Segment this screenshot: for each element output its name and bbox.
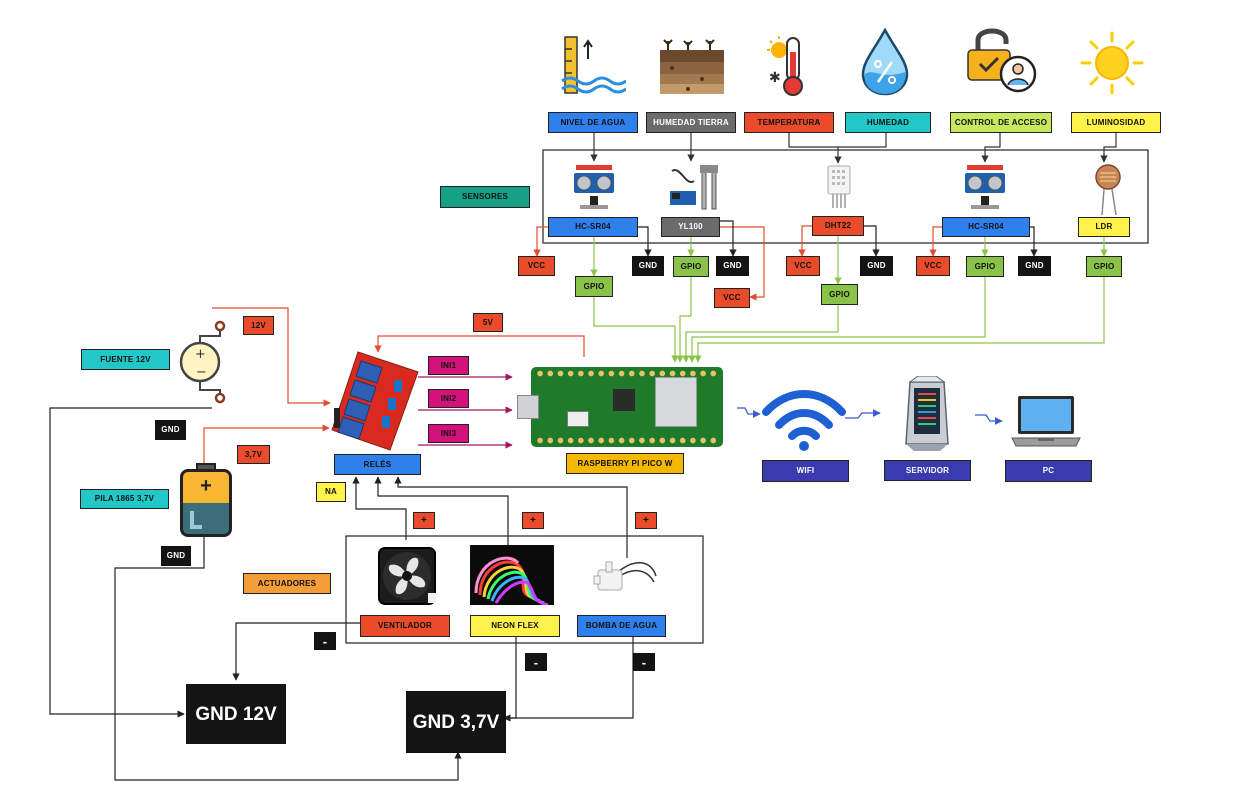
pin-gpio-dht22: GPIO [821, 284, 858, 305]
ldr-sensor-icon [1095, 164, 1121, 216]
relay-in2-label: INI2 [428, 389, 469, 408]
gnd-12v-block: GND 12V [186, 684, 286, 744]
pin-gnd-hcsr04-a: GND [632, 256, 664, 276]
relay-label: RELÉS [334, 454, 421, 475]
gnd-pila-label: GND [161, 546, 191, 566]
minus-ventilador: - [314, 632, 336, 650]
relay-signal-wires [418, 373, 513, 449]
raspberry-pi-pico-w-board [517, 367, 723, 447]
battery-plus-sign: + [200, 475, 212, 497]
fuente-12v-label: FUENTE 12V [81, 349, 170, 370]
actuator-wires [352, 476, 628, 558]
relay-in3-label: INI3 [428, 424, 469, 443]
pico-label: RASPBERRY PI PICO W [566, 453, 684, 474]
module-yl100: YL100 [661, 217, 720, 237]
battery-icon: + [180, 463, 232, 537]
voltage-5v-label: 5V [473, 313, 503, 332]
actuators-group-label: ACTUADORES [243, 573, 331, 594]
humidity-drop-icon [861, 28, 909, 96]
fan-icon [378, 547, 436, 605]
server-icon [905, 376, 949, 451]
pin-gpio-yl100: GPIO [673, 256, 709, 277]
access-lock-user-icon [967, 28, 1037, 93]
category-control-acceso: CONTROL DE ACCESO [950, 112, 1052, 133]
gnd-fuente-label: GND [155, 420, 186, 440]
actuator-bomba-label: BOMBA DE AGUA [577, 615, 666, 637]
neon-flex-strip-image [470, 545, 554, 605]
plus-neon: + [522, 512, 544, 529]
minus-bomba: - [633, 653, 655, 671]
category-humedad: HUMEDAD [845, 112, 931, 133]
ultrasonic-sensor-icon [574, 165, 614, 209]
temperature-icon: ✱ [767, 36, 803, 96]
relay-in1-label: INI1 [428, 356, 469, 375]
network-links [737, 407, 1003, 425]
module-dht22: DHT22 [812, 216, 864, 236]
wifi-label: WIFI [762, 460, 849, 482]
plus-bomba: + [635, 512, 657, 529]
vcc-wires [203, 225, 942, 465]
sun-icon [1080, 31, 1144, 95]
category-nivel-agua: NIVEL DE AGUA [548, 112, 638, 133]
pin-vcc-hcsr04-b: VCC [916, 256, 950, 276]
pin-gnd-hcsr04-b: GND [1018, 256, 1051, 276]
neon-flex-icon [474, 556, 549, 605]
relay-module-icon [331, 351, 419, 451]
gnd-3-7v-block: GND 3,7V [406, 691, 506, 753]
voltage-3-7v-label: 3,7V [237, 445, 270, 464]
pin-gpio-hcsr04-b: GPIO [966, 256, 1004, 277]
pin-gnd-dht22: GND [860, 256, 893, 276]
category-temperatura: TEMPERATURA [744, 112, 834, 133]
svg-text:✱: ✱ [769, 70, 781, 86]
pin-vcc-yl100: VCC [714, 288, 750, 308]
module-hc-sr04-access: HC-SR04 [942, 217, 1030, 237]
pila-label: PILA 1865 3,7V [80, 489, 169, 509]
sensors-frame [542, 149, 1149, 244]
svg-text:+: + [195, 347, 206, 362]
pin-gpio-hcsr04-a: GPIO [575, 276, 613, 297]
module-ldr: LDR [1078, 217, 1130, 237]
pin-gnd-yl100: GND [716, 256, 749, 276]
pc-label: PC [1005, 460, 1092, 482]
relay-na-label: NA [316, 482, 346, 502]
ultrasonic-sensor-icon [965, 165, 1005, 209]
plus-ventilador: + [413, 512, 435, 529]
server-label: SERVIDOR [884, 460, 971, 481]
sensors-group-label: SENSORES [440, 186, 530, 208]
minus-neon: - [525, 653, 547, 671]
actuator-neon-label: NEON FLEX [470, 615, 560, 637]
category-luminosidad: LUMINOSIDAD [1071, 112, 1161, 133]
actuator-ventilador-label: VENTILADOR [360, 615, 450, 637]
power-supply-icon: + − [179, 320, 226, 404]
module-hc-sr04-water: HC-SR04 [548, 217, 638, 237]
soil-icon [660, 39, 724, 94]
water-level-icon [561, 36, 626, 94]
laptop-icon [1011, 396, 1081, 447]
sensor-category-links [590, 133, 1117, 164]
voltage-12v-label: 12V [243, 316, 274, 335]
wifi-icon [762, 390, 846, 451]
gpio-wires [590, 234, 1108, 363]
dht22-sensor-icon [827, 165, 851, 208]
pin-vcc-dht22: VCC [786, 256, 820, 276]
water-pump-icon [593, 561, 657, 591]
soil-moisture-sensor-icon [670, 165, 718, 210]
svg-text:−: − [196, 365, 207, 380]
actuators-frame [345, 535, 704, 644]
gnd-wires [49, 220, 1038, 781]
pin-vcc-hcsr04-a: VCC [518, 256, 555, 276]
pin-gpio-ldr: GPIO [1086, 256, 1122, 277]
category-humedad-tierra: HUMEDAD TIERRA [646, 112, 736, 133]
